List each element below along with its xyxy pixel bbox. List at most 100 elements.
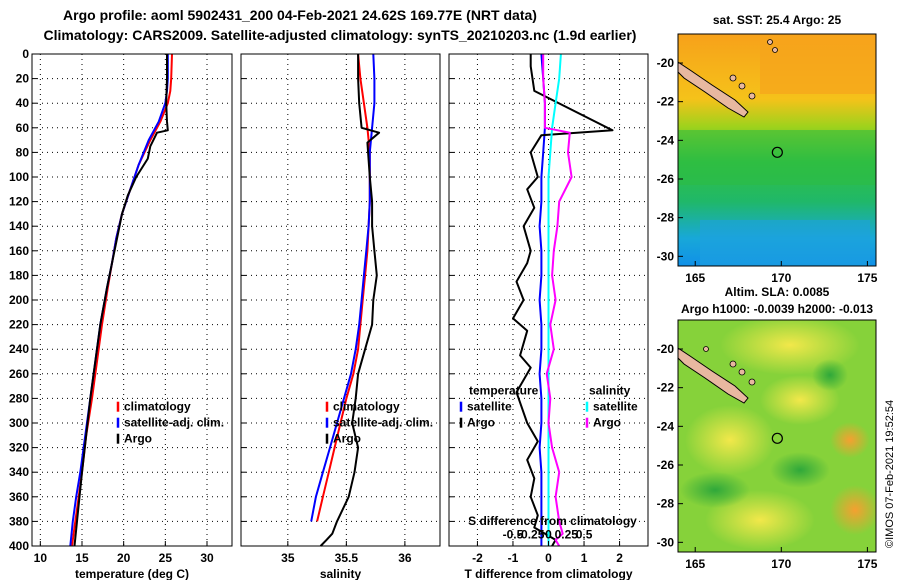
- map-y-tick-label: -22: [657, 95, 675, 109]
- map-y-tick-label: -24: [657, 419, 675, 433]
- x-tick-label: 10: [34, 551, 48, 565]
- map-y-tick-label: -28: [657, 497, 675, 511]
- sla-map: Altim. SLA: 0.0085 Argo h1000: -0.0039 h…: [657, 285, 878, 571]
- y-tick-label: 340: [9, 465, 29, 479]
- map-y-tick-label: -28: [657, 211, 675, 225]
- legend-label: Argo: [124, 432, 152, 446]
- y-tick-label: 160: [9, 244, 29, 258]
- x-tick-label: 1: [581, 551, 588, 565]
- loyalty-island: [738, 82, 746, 90]
- series-line-satellite-adj-clim-: [69, 54, 169, 547]
- x-tick-label: 35: [281, 551, 295, 565]
- map-x-tick-label: 170: [771, 557, 791, 571]
- salinity-panel: 35 35.5 36 salinity climatology satellite-adj…: [240, 53, 441, 580]
- map-x-tick-label: 175: [857, 557, 877, 571]
- legend-label: satellite-adj. clim.: [124, 416, 224, 430]
- series-line-satellite-adj-clim-: [310, 53, 376, 522]
- series-line-climatology: [316, 53, 371, 522]
- x-tick-label: 36: [398, 551, 412, 565]
- map-y-tick-label: -26: [657, 458, 675, 472]
- figure-title-line1: Argo profile: aoml 5902431_200 04-Feb-20…: [63, 7, 537, 23]
- legend-label: climatology: [333, 400, 400, 414]
- series-line-t-satellite: [538, 53, 546, 546]
- map-y-tick-label: -30: [657, 535, 675, 549]
- sla-map-axes: 165 170 175 -20 -22 -24 -26 -28 -30: [657, 342, 878, 571]
- sst-map-axes: 165 170 175 -20 -22 -24 -26 -28 -30: [657, 56, 878, 285]
- x-tick-label: 15: [75, 551, 89, 565]
- y-tick-label: 120: [9, 195, 29, 209]
- y-tick-label: 80: [16, 145, 30, 159]
- map-x-tick-label: 170: [771, 271, 791, 285]
- y-tick-label: 180: [9, 268, 29, 282]
- sla-high-blob: [685, 405, 775, 475]
- argo-location-marker: [771, 432, 783, 444]
- x-axis-label: T difference from climatology: [464, 567, 632, 580]
- sst-blue-patch: [700, 220, 870, 266]
- x-axis-label: salinity: [320, 567, 362, 580]
- map-y-tick-label: -22: [657, 381, 675, 395]
- y-tick-label: 40: [16, 96, 30, 110]
- map-y-tick-label: -20: [657, 342, 675, 356]
- x-axis-label: temperature (deg C): [75, 567, 189, 580]
- legend-label: climatology: [124, 400, 191, 414]
- y-tick-label: 400: [9, 539, 29, 553]
- loyalty-island: [748, 378, 756, 386]
- y-tick-label: 200: [9, 293, 29, 307]
- vanuatu-island: [767, 39, 773, 45]
- loyalty-island: [729, 360, 737, 368]
- map-y-tick-label: -20: [657, 56, 675, 70]
- series-line-t-argo: [512, 54, 614, 547]
- series-line-s-argo: [542, 54, 573, 547]
- legend-label: satellite-adj. clim.: [333, 416, 433, 430]
- s-tick-label: 0: [545, 528, 552, 542]
- s-tick-label: 0.5: [576, 528, 593, 542]
- s-tick-label: -0.25: [517, 528, 545, 542]
- y-tick-label: 320: [9, 441, 29, 455]
- imos-credit: ©IMOS 07-Feb-2021 19:52:54: [884, 400, 896, 548]
- new-caledonia-island: [678, 61, 749, 118]
- x-tick-label: 25: [159, 551, 173, 565]
- loyalty-island: [748, 92, 756, 100]
- legend-label: satellite: [593, 400, 638, 414]
- y-tick-label: 360: [9, 490, 29, 504]
- sla-low-blob: [812, 359, 848, 391]
- sst-map-frame: [677, 33, 877, 267]
- legend-header-salinity: salinity: [589, 384, 631, 398]
- vanuatu-island: [703, 346, 709, 352]
- y-tick-label: 380: [9, 514, 29, 528]
- sst-warm-patch: [760, 34, 876, 94]
- y-tick-label: 240: [9, 342, 29, 356]
- y-tick-label: 220: [9, 318, 29, 332]
- difference-panel: -2 -1 0 1 2 T difference from climatology temp…: [448, 53, 649, 580]
- y-tick-label: 100: [9, 170, 29, 184]
- x-tick-label: -2: [472, 551, 483, 565]
- y-tick-label: 260: [9, 367, 29, 381]
- y-tick-label: 60: [16, 121, 30, 135]
- temperature-panel: 10 15 20 25 30 temperature (deg C) 0 20 40 60 80 10…: [9, 47, 233, 580]
- map-y-tick-label: -24: [657, 133, 675, 147]
- s-tick-label: -0.5: [503, 528, 524, 542]
- x-tick-label: 2: [616, 551, 623, 565]
- figure-title-line2: Climatology: CARS2009. Satellite-adjuste…: [44, 27, 637, 43]
- x-tick-label: 35.5: [335, 551, 359, 565]
- map-x-tick-label: 175: [857, 271, 877, 285]
- sla-map-subtitle: Argo h1000: -0.0039 h2000: -0.013: [681, 302, 873, 316]
- x-tick-label: 30: [200, 551, 214, 565]
- series-line-argo: [319, 54, 381, 547]
- sla-low-blob: [680, 472, 750, 508]
- y-tick-label: 300: [9, 416, 29, 430]
- sla-low-blob: [770, 452, 830, 488]
- series-line-s-satellite: [547, 53, 562, 546]
- legend-header-temperature: temperature: [469, 384, 539, 398]
- map-x-tick-label: 165: [685, 557, 705, 571]
- loyalty-island: [738, 368, 746, 376]
- plot-frame: [240, 53, 441, 547]
- y-tick-label: 20: [16, 72, 30, 86]
- map-y-tick-label: -30: [657, 249, 675, 263]
- y-tick-label: 0: [22, 47, 29, 61]
- y-tick-label: 140: [9, 219, 29, 233]
- new-caledonia-island: [678, 347, 749, 404]
- sla-map-title: Altim. SLA: 0.0085: [725, 285, 830, 299]
- s-axis-label: S difference from climatology: [468, 514, 637, 528]
